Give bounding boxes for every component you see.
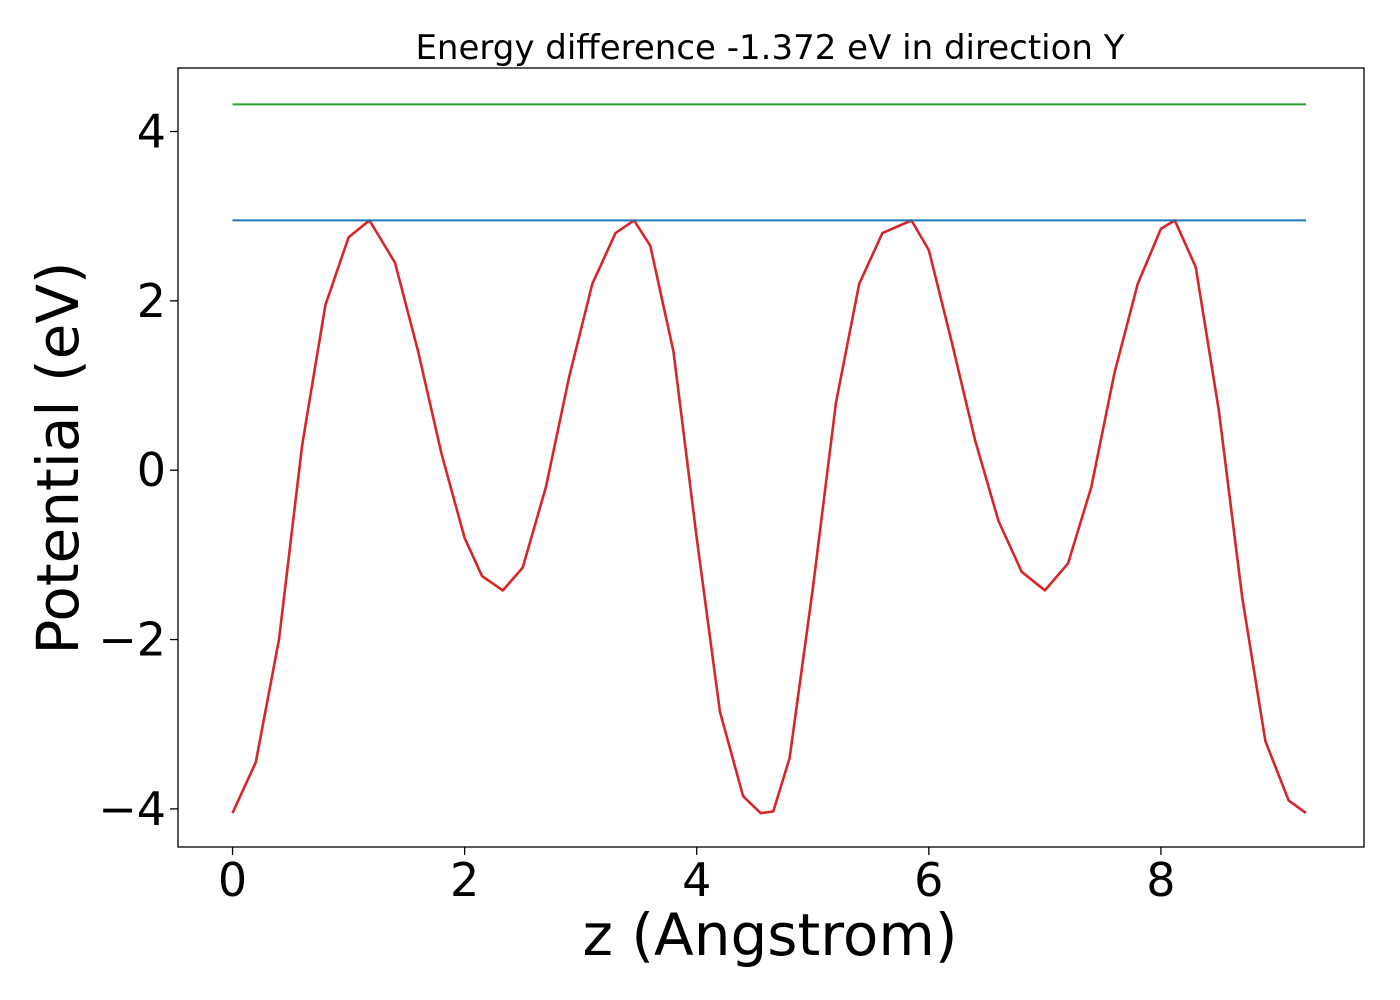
x-axis-label: z (Angstrom) [583, 901, 958, 969]
y-tick-label: −4 [98, 782, 166, 836]
x-tick-label: 4 [682, 853, 711, 907]
plot-area-frame [177, 67, 1365, 848]
y-tick-label: 0 [137, 443, 166, 497]
series-line-0 [231, 219, 1307, 815]
y-tick-label: 4 [137, 105, 166, 159]
y-tick-label: −2 [98, 613, 166, 667]
x-tick-label: 2 [450, 853, 479, 907]
chart-title: Energy difference -1.372 eV in direction… [415, 28, 1124, 68]
x-tick-label: 6 [914, 853, 943, 907]
y-axis-label: Potential (eV) [24, 261, 92, 654]
y-tick-label: 2 [137, 274, 166, 328]
y-axis-ticks: −4 −2 0 2 4 [98, 105, 178, 836]
series-layer [231, 103, 1307, 815]
x-tick-label: 0 [218, 853, 247, 907]
x-axis-ticks: 0 2 4 6 8 [218, 847, 1176, 907]
x-tick-label: 8 [1146, 853, 1175, 907]
